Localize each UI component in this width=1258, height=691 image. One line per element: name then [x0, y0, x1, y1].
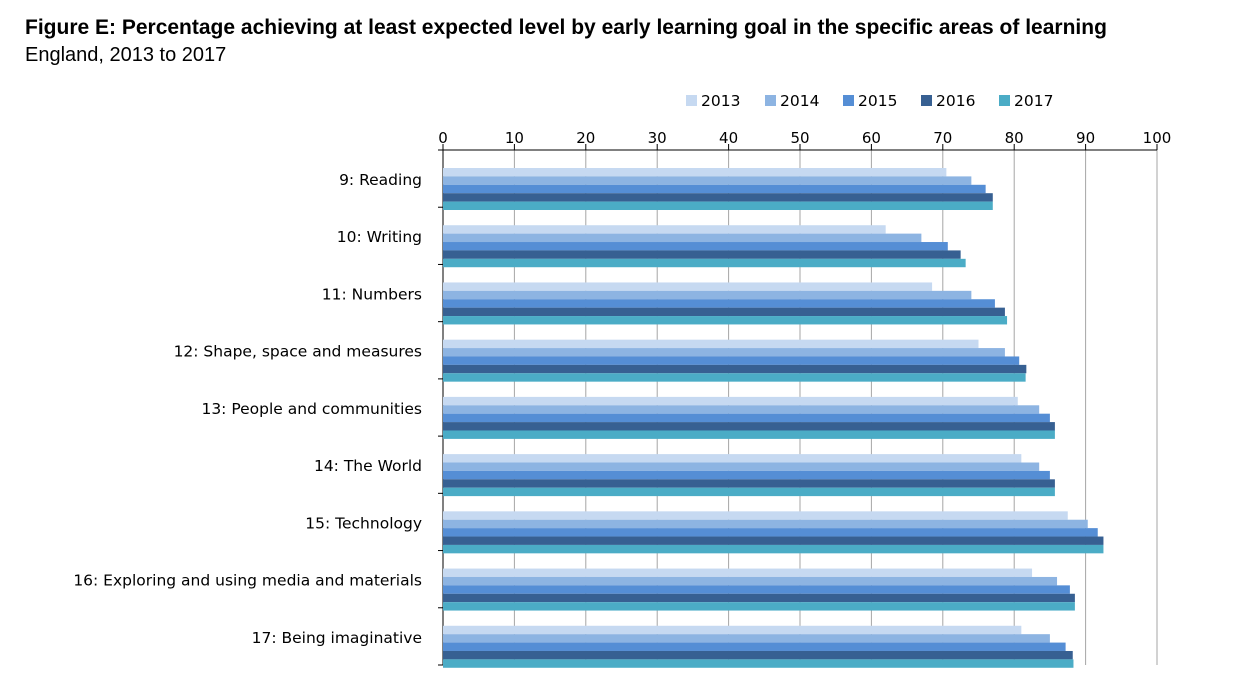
category-label: 9: Reading: [339, 171, 422, 189]
bar-2015: [443, 642, 1066, 651]
bar-2015: [443, 470, 1050, 480]
bar-2015: [443, 299, 995, 308]
x-tick-label: 40: [719, 129, 738, 147]
bar-2017: [443, 316, 1008, 325]
legend-label: 2016: [936, 92, 975, 110]
legend-swatch-2014: [765, 95, 776, 106]
bar-2015: [443, 413, 1050, 423]
chart-bars: [443, 168, 1104, 668]
bar-2013: [443, 339, 979, 349]
bar-2017: [443, 659, 1074, 668]
bar-2016: [443, 250, 961, 259]
bar-2016: [443, 593, 1075, 603]
bar-2017: [443, 487, 1055, 497]
x-tick-label: 50: [790, 129, 809, 147]
legend-swatch-2013: [686, 95, 697, 106]
bar-2013: [443, 396, 1018, 406]
bar-2017: [443, 258, 966, 268]
figure-subtitle: England, 2013 to 2017: [25, 44, 227, 66]
bar-2015: [443, 184, 986, 194]
legend-swatch-2015: [843, 95, 854, 106]
category-label: 12: Shape, space and measures: [174, 343, 422, 361]
category-label: 10: Writing: [337, 228, 422, 246]
x-axis: 0 10 20 30 40 50 60 70 80 90 100: [438, 129, 1172, 151]
bar-2016: [443, 650, 1073, 660]
bar-2013: [443, 168, 947, 177]
bar-2016: [443, 479, 1055, 488]
bar-2016: [443, 193, 993, 202]
legend-swatch-2017: [999, 95, 1010, 106]
bar-2014: [443, 176, 972, 185]
bar-2014: [443, 576, 1058, 586]
bar-2016: [443, 364, 1027, 374]
legend-label: 2015: [858, 92, 897, 110]
bar-2013: [443, 625, 1022, 635]
bar-2014: [443, 405, 1040, 414]
bar-2014: [443, 233, 922, 243]
legend-label: 2014: [780, 92, 819, 110]
legend-label: 2013: [701, 92, 740, 110]
x-tick-label: 60: [862, 129, 881, 147]
bar-2015: [443, 242, 948, 251]
bar-2013: [443, 454, 1022, 463]
x-tick-label: 0: [438, 129, 448, 147]
bar-2014: [443, 462, 1040, 471]
category-label: 16: Exploring and using media and materi…: [73, 572, 422, 590]
category-label: 14: The World: [314, 457, 422, 475]
bar-2013: [443, 225, 886, 234]
bar-2013: [443, 568, 1033, 577]
bar-2017: [443, 373, 1026, 382]
category-label: 13: People and communities: [201, 400, 422, 418]
figure-title: Figure E: Percentage achieving at least …: [25, 16, 1107, 39]
legend-swatch-2016: [921, 95, 932, 106]
legend-label: 2017: [1014, 92, 1053, 110]
x-tick-label: 100: [1143, 129, 1172, 147]
x-tick-label: 70: [933, 129, 952, 147]
bar-2013: [443, 282, 933, 291]
category-label: 15: Technology: [305, 514, 422, 532]
x-tick-label: 10: [505, 129, 524, 147]
bar-2017: [443, 544, 1104, 554]
bar-2015: [443, 585, 1070, 594]
x-tick-label: 80: [1005, 129, 1024, 147]
bar-2014: [443, 634, 1050, 643]
bar-2017: [443, 430, 1055, 439]
chart-legend: 2013 2014 2015 2016 2017: [686, 92, 1053, 110]
bar-2016: [443, 536, 1104, 545]
bar-2014: [443, 348, 1005, 357]
bar-2016: [443, 422, 1055, 431]
category-label: 17: Being imaginative: [252, 629, 422, 647]
bar-2014: [443, 290, 972, 300]
x-tick-label: 20: [576, 129, 595, 147]
bar-2013: [443, 511, 1068, 520]
bar-2017: [443, 201, 993, 210]
x-tick-label: 30: [648, 129, 667, 147]
category-label: 11: Numbers: [322, 285, 422, 303]
bar-2015: [443, 356, 1020, 365]
bar-2016: [443, 307, 1005, 317]
x-tick-label: 90: [1076, 129, 1095, 147]
y-axis: 9: Reading 10: Writing 11: Numbers 12: Shap…: [73, 149, 443, 666]
bar-2014: [443, 519, 1088, 529]
bar-2017: [443, 602, 1075, 611]
bar-2015: [443, 528, 1098, 537]
